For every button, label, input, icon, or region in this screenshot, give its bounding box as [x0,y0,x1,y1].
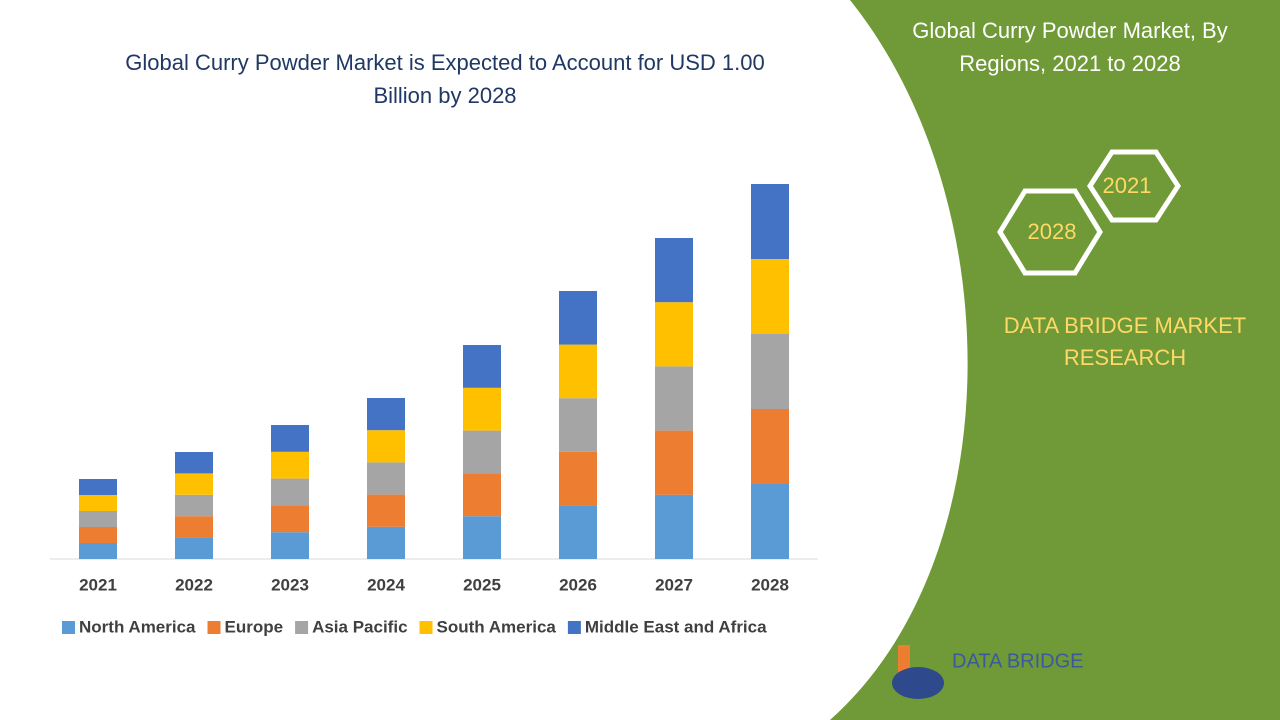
bar-segment [463,430,501,474]
legend-label: Europe [225,617,284,636]
bar-segment [79,527,117,543]
bar-segment [79,511,117,527]
legend-swatch [419,621,433,634]
hexagon-label: 2028 [1028,219,1077,244]
logo: DATA BRIDGE [892,645,1084,699]
legend-swatch [62,621,75,634]
x-tick-label: 2024 [367,575,405,594]
bar-segment [271,478,309,506]
panel-title: Global Curry Powder Market, By Regions, … [912,18,1228,76]
bar-segment [79,479,117,495]
x-tick-label: 2027 [655,575,693,594]
bar-segment [367,526,405,559]
brand: DATA BRIDGE MARKET RESEARCH [1003,313,1247,370]
x-tick-label: 2021 [79,575,117,594]
bar-segment [367,494,405,527]
bar-segment [463,473,501,517]
bar-segment [655,238,693,303]
logo-mark [892,667,944,699]
bar-segment [271,425,309,452]
legend-label: South America [437,617,557,636]
bar-segment [175,452,213,474]
bar-segment [559,451,597,506]
x-tick-label: 2026 [559,575,597,594]
bar-segment [271,505,309,533]
bar-segment [367,430,405,463]
legend-label: Asia Pacific [312,617,407,636]
bar-segment [463,516,501,559]
chart-title: Global Curry Powder Market is Expected t… [125,50,765,108]
legend-swatch [567,621,581,634]
bar-segment [175,516,213,538]
bar-segment [79,495,117,511]
bar-segment [463,387,501,431]
bar-segment [367,462,405,495]
logo-text: DATA BRIDGE [952,650,1084,672]
x-tick-label: 2022 [175,575,213,594]
bar-segment [463,345,501,388]
bar-segment [271,451,309,479]
hexagon [1087,149,1181,223]
bar-segment [559,505,597,559]
bar-segment [175,537,213,559]
bar-segment [655,430,693,495]
x-tick-label: 2028 [751,575,789,594]
bar-segment [175,473,213,495]
legend-swatch [295,621,309,634]
bar-segment [655,366,693,431]
bar-segment [79,543,117,559]
bar-segment [751,484,789,559]
legend-label: North America [79,617,196,636]
bar-segment [271,532,309,559]
bar-segment [751,259,789,334]
bar-segment [655,494,693,559]
bar-segment [655,302,693,367]
bar-segment [367,398,405,431]
x-tick-label: 2023 [271,575,309,594]
bar-segment [751,409,789,484]
legend-swatch [207,621,221,634]
bar-segment [559,291,597,345]
bar-segment [751,334,789,409]
hexagon-label: 2021 [1103,173,1152,198]
legend-label: Middle East and Africa [585,617,767,636]
green-panel [830,0,1280,720]
bar-segment [751,184,789,259]
bar-segment [175,494,213,517]
hexagon [997,188,1103,276]
x-tick-label: 2025 [463,575,501,594]
bar-segment [559,398,597,452]
bar-segment [559,344,597,399]
